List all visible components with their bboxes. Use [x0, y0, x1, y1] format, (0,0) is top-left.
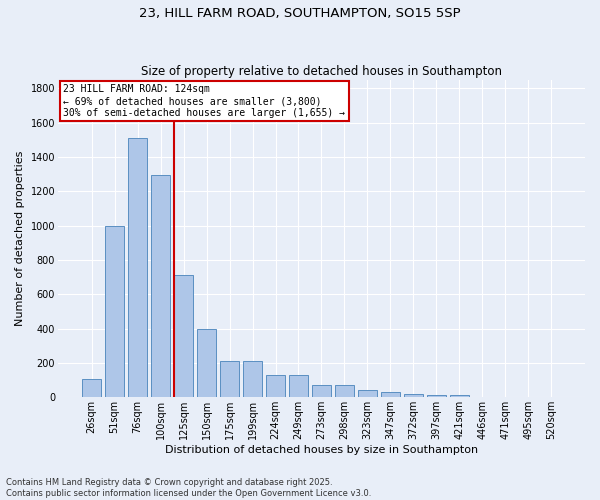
Bar [105, 226, 124, 398]
Bar [404, 394, 423, 398]
Bar [289, 375, 308, 398]
Bar [197, 328, 217, 398]
Text: 23 HILL FARM ROAD: 124sqm
← 69% of detached houses are smaller (3,800)
30% of se: 23 HILL FARM ROAD: 124sqm ← 69% of detac… [63, 84, 345, 117]
Bar [449, 394, 469, 398]
Bar [220, 361, 239, 398]
Bar [82, 380, 101, 398]
Bar [266, 375, 285, 398]
Text: 23, HILL FARM ROAD, SOUTHAMPTON, SO15 5SP: 23, HILL FARM ROAD, SOUTHAMPTON, SO15 5S… [139, 8, 461, 20]
Bar [151, 175, 170, 398]
Bar [427, 394, 446, 398]
Bar [243, 361, 262, 398]
Y-axis label: Number of detached properties: Number of detached properties [15, 151, 25, 326]
Bar [128, 138, 148, 398]
X-axis label: Distribution of detached houses by size in Southampton: Distribution of detached houses by size … [165, 445, 478, 455]
Text: Contains HM Land Registry data © Crown copyright and database right 2025.
Contai: Contains HM Land Registry data © Crown c… [6, 478, 371, 498]
Bar [380, 392, 400, 398]
Bar [174, 276, 193, 398]
Bar [312, 386, 331, 398]
Bar [335, 386, 354, 398]
Title: Size of property relative to detached houses in Southampton: Size of property relative to detached ho… [141, 66, 502, 78]
Bar [358, 390, 377, 398]
